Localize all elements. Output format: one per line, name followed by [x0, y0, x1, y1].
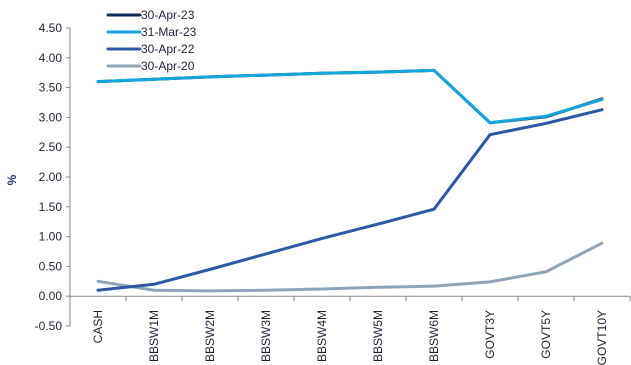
y-tick-label: 4.50 [39, 21, 63, 35]
x-tick-label: BBSW6M [427, 310, 441, 362]
y-tick-label: 1.50 [39, 200, 63, 214]
legend-label: 30-Apr-22 [141, 42, 195, 56]
y-axis: -0.50 0.00 0.50 1.00 1.50 2.00 2.50 3.00 3.50 4.0… [35, 21, 71, 333]
x-tick-label: BBSW1M [147, 310, 161, 362]
x-tick-label: GOVT3Y [483, 310, 497, 359]
legend: 30-Apr-23 31-Mar-23 30-Apr-22 30-Apr-20 [106, 8, 197, 73]
y-axis-title: % [5, 174, 19, 185]
x-tick-label: BBSW3M [259, 310, 273, 362]
x-tick-label: GOVT10Y [595, 310, 609, 365]
y-tick-label: 1.00 [39, 230, 63, 244]
legend-label: 30-Apr-23 [141, 8, 195, 22]
legend-label: 31-Mar-23 [141, 25, 197, 39]
legend-label: 30-Apr-20 [141, 59, 195, 73]
series-group [96, 68, 604, 293]
y-tick-label: 2.50 [39, 140, 63, 154]
series-line-31-mar-23 [96, 68, 604, 125]
y-tick-label: 0.50 [39, 259, 63, 273]
y-tick-label: 0.00 [39, 289, 63, 303]
x-tick-label: BBSW5M [371, 310, 385, 362]
x-tick-label: GOVT5Y [539, 310, 553, 359]
series-line-30-apr-22 [96, 108, 604, 292]
y-tick-label: -0.50 [35, 319, 63, 333]
series-line-30-apr-20 [96, 241, 604, 293]
x-tick-label: BBSW2M [203, 310, 217, 362]
x-tick-label: CASH [91, 310, 105, 343]
y-tick-label: 4.00 [39, 51, 63, 65]
x-tick-label: BBSW4M [315, 310, 329, 362]
y-tick-label: 3.50 [39, 81, 63, 95]
x-axis: CASH BBSW1M BBSW2M BBSW3M BBSW4M BBSW5M BBSW6M… [69, 295, 631, 365]
y-tick-label: 3.00 [39, 110, 63, 124]
y-tick-label: 2.00 [39, 170, 63, 184]
